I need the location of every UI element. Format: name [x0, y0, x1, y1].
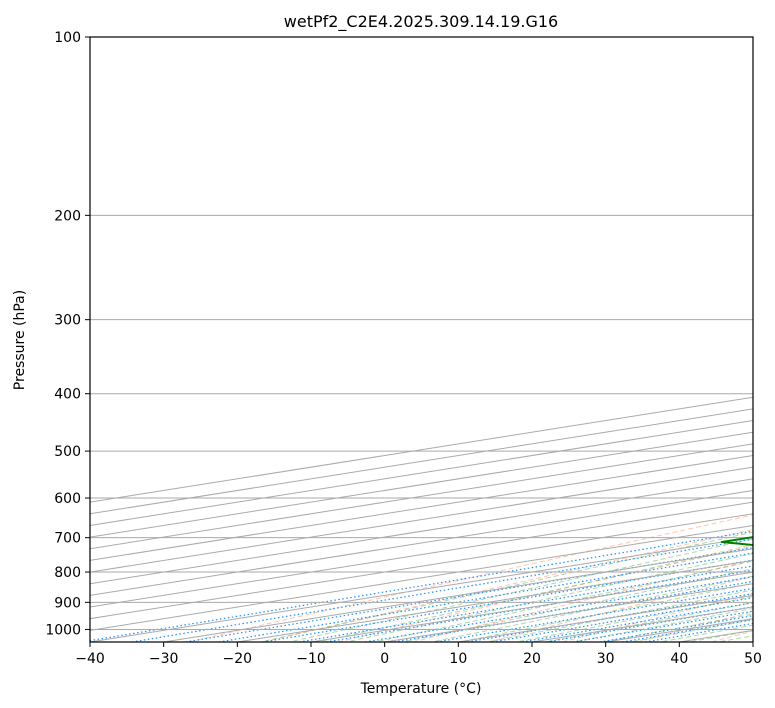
- x-tick-label: −10: [296, 651, 326, 667]
- x-tick-label: −40: [75, 651, 105, 667]
- y-tick-label: 1000: [45, 622, 81, 638]
- mixing-ratio-line: [90, 530, 753, 642]
- dry-adiabat-line: [188, 514, 753, 642]
- dry-adiabat-line: [263, 528, 753, 642]
- y-axis-label: Pressure (hPa): [12, 290, 28, 390]
- isotherm-gridline: [90, 524, 753, 631]
- y-tick-label: 900: [54, 595, 81, 611]
- x-tick-label: −20: [223, 651, 253, 667]
- dry-adiabats: [188, 514, 753, 642]
- y-tick-label: 700: [54, 531, 81, 547]
- x-tick-label: −30: [149, 651, 179, 667]
- x-tick-label: 0: [380, 651, 389, 667]
- isotherm-gridline: [90, 455, 753, 561]
- isobar-gridlines: [90, 37, 753, 630]
- mixing-ratio-line: [492, 597, 753, 642]
- x-tick-label: 50: [744, 651, 762, 667]
- y-tick-label: 800: [54, 565, 81, 581]
- x-axis-label: Temperature (°C): [360, 681, 482, 697]
- isotherm-gridline: [90, 501, 753, 608]
- y-tick-label: 200: [54, 208, 81, 224]
- chart-title: wetPf2_C2E4.2025.309.14.19.G16: [284, 12, 558, 32]
- mixing-ratio-line: [436, 587, 753, 642]
- y-tick-label: 600: [54, 491, 81, 507]
- y-axis-ticks: 100 200 300 400 500 600 700 800 900 1000: [45, 30, 90, 638]
- x-axis-ticks: −40 −30 −20 −10 0 10 20 30 40 50: [75, 642, 762, 667]
- x-tick-label: 30: [597, 651, 615, 667]
- y-tick-label: 300: [54, 313, 81, 329]
- isotherm-gridline: [90, 478, 753, 585]
- plot-area: 0.10.20.40.611.52346810131620253036-100-…: [90, 37, 753, 642]
- y-tick-label: 100: [54, 30, 81, 46]
- x-tick-label: 20: [523, 651, 541, 667]
- y-tick-label: 400: [54, 387, 81, 403]
- isotherm-gridline: [90, 443, 753, 550]
- x-tick-label: 10: [449, 651, 467, 667]
- isotherm-gridline: [90, 466, 753, 573]
- x-tick-label: 40: [670, 651, 688, 667]
- plot-frame: [89, 36, 754, 643]
- y-tick-label: 500: [54, 444, 81, 460]
- isotherm-gridline: [90, 489, 753, 596]
- isotherm-gridline: [90, 513, 753, 620]
